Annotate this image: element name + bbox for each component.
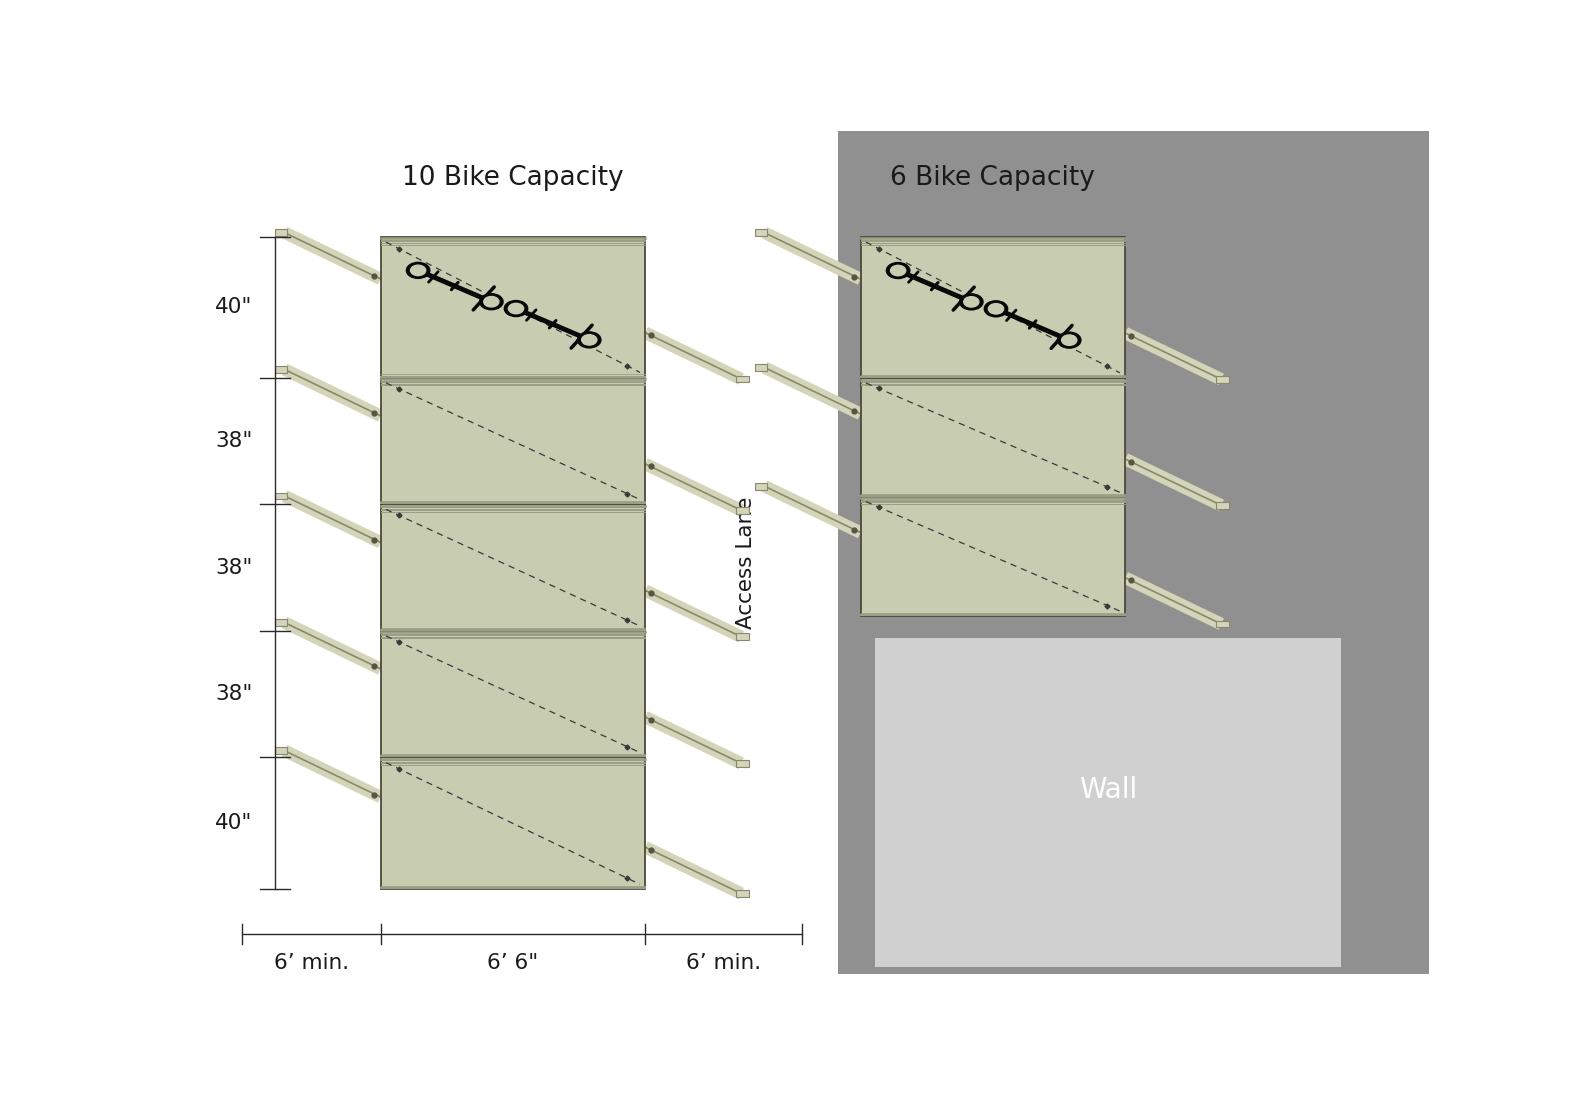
Bar bbox=[754, 482, 767, 490]
Circle shape bbox=[505, 301, 527, 316]
Circle shape bbox=[411, 265, 426, 276]
Circle shape bbox=[407, 263, 430, 278]
Bar bbox=[737, 891, 748, 897]
Text: 38": 38" bbox=[216, 558, 252, 578]
Bar bbox=[381, 504, 645, 631]
Bar bbox=[861, 379, 1126, 497]
Bar bbox=[737, 760, 748, 767]
Text: 6’ 6": 6’ 6" bbox=[488, 953, 538, 973]
Bar bbox=[737, 375, 748, 383]
Circle shape bbox=[581, 335, 597, 345]
Text: Access Lane: Access Lane bbox=[737, 497, 756, 629]
Bar bbox=[381, 757, 645, 889]
Bar bbox=[737, 507, 748, 514]
Bar bbox=[1216, 376, 1229, 383]
Bar bbox=[754, 364, 767, 371]
Bar bbox=[754, 230, 767, 236]
Bar bbox=[1216, 502, 1229, 509]
Circle shape bbox=[959, 294, 983, 310]
Circle shape bbox=[484, 296, 499, 307]
Bar bbox=[381, 631, 645, 757]
Circle shape bbox=[480, 293, 503, 310]
Bar bbox=[381, 236, 645, 377]
Bar bbox=[861, 236, 1126, 379]
Text: 40": 40" bbox=[216, 298, 252, 317]
Circle shape bbox=[508, 303, 524, 314]
Text: 38": 38" bbox=[216, 431, 252, 451]
Circle shape bbox=[578, 331, 600, 348]
Circle shape bbox=[985, 301, 1008, 317]
Bar bbox=[381, 377, 645, 504]
Bar bbox=[861, 497, 1126, 616]
Circle shape bbox=[1058, 333, 1081, 348]
Bar bbox=[275, 747, 287, 754]
Bar bbox=[838, 620, 1429, 974]
Bar bbox=[275, 230, 287, 236]
Circle shape bbox=[988, 304, 1004, 314]
Bar bbox=[838, 131, 1429, 974]
Circle shape bbox=[964, 296, 978, 307]
Bar bbox=[275, 366, 287, 373]
Circle shape bbox=[1062, 335, 1077, 346]
Text: 10 Bike Capacity: 10 Bike Capacity bbox=[402, 164, 624, 190]
Text: 6’ min.: 6’ min. bbox=[686, 953, 761, 973]
Text: 40": 40" bbox=[216, 814, 252, 834]
Circle shape bbox=[891, 266, 905, 276]
Bar bbox=[737, 633, 748, 640]
Text: Wall: Wall bbox=[1078, 776, 1137, 804]
Text: 6 Bike Capacity: 6 Bike Capacity bbox=[891, 164, 1096, 190]
Text: 6’ min.: 6’ min. bbox=[273, 953, 349, 973]
Circle shape bbox=[886, 263, 910, 279]
Bar bbox=[1216, 620, 1229, 627]
Bar bbox=[275, 619, 287, 626]
Bar bbox=[275, 492, 287, 500]
Text: 38": 38" bbox=[216, 684, 252, 705]
Bar bbox=[875, 639, 1340, 967]
